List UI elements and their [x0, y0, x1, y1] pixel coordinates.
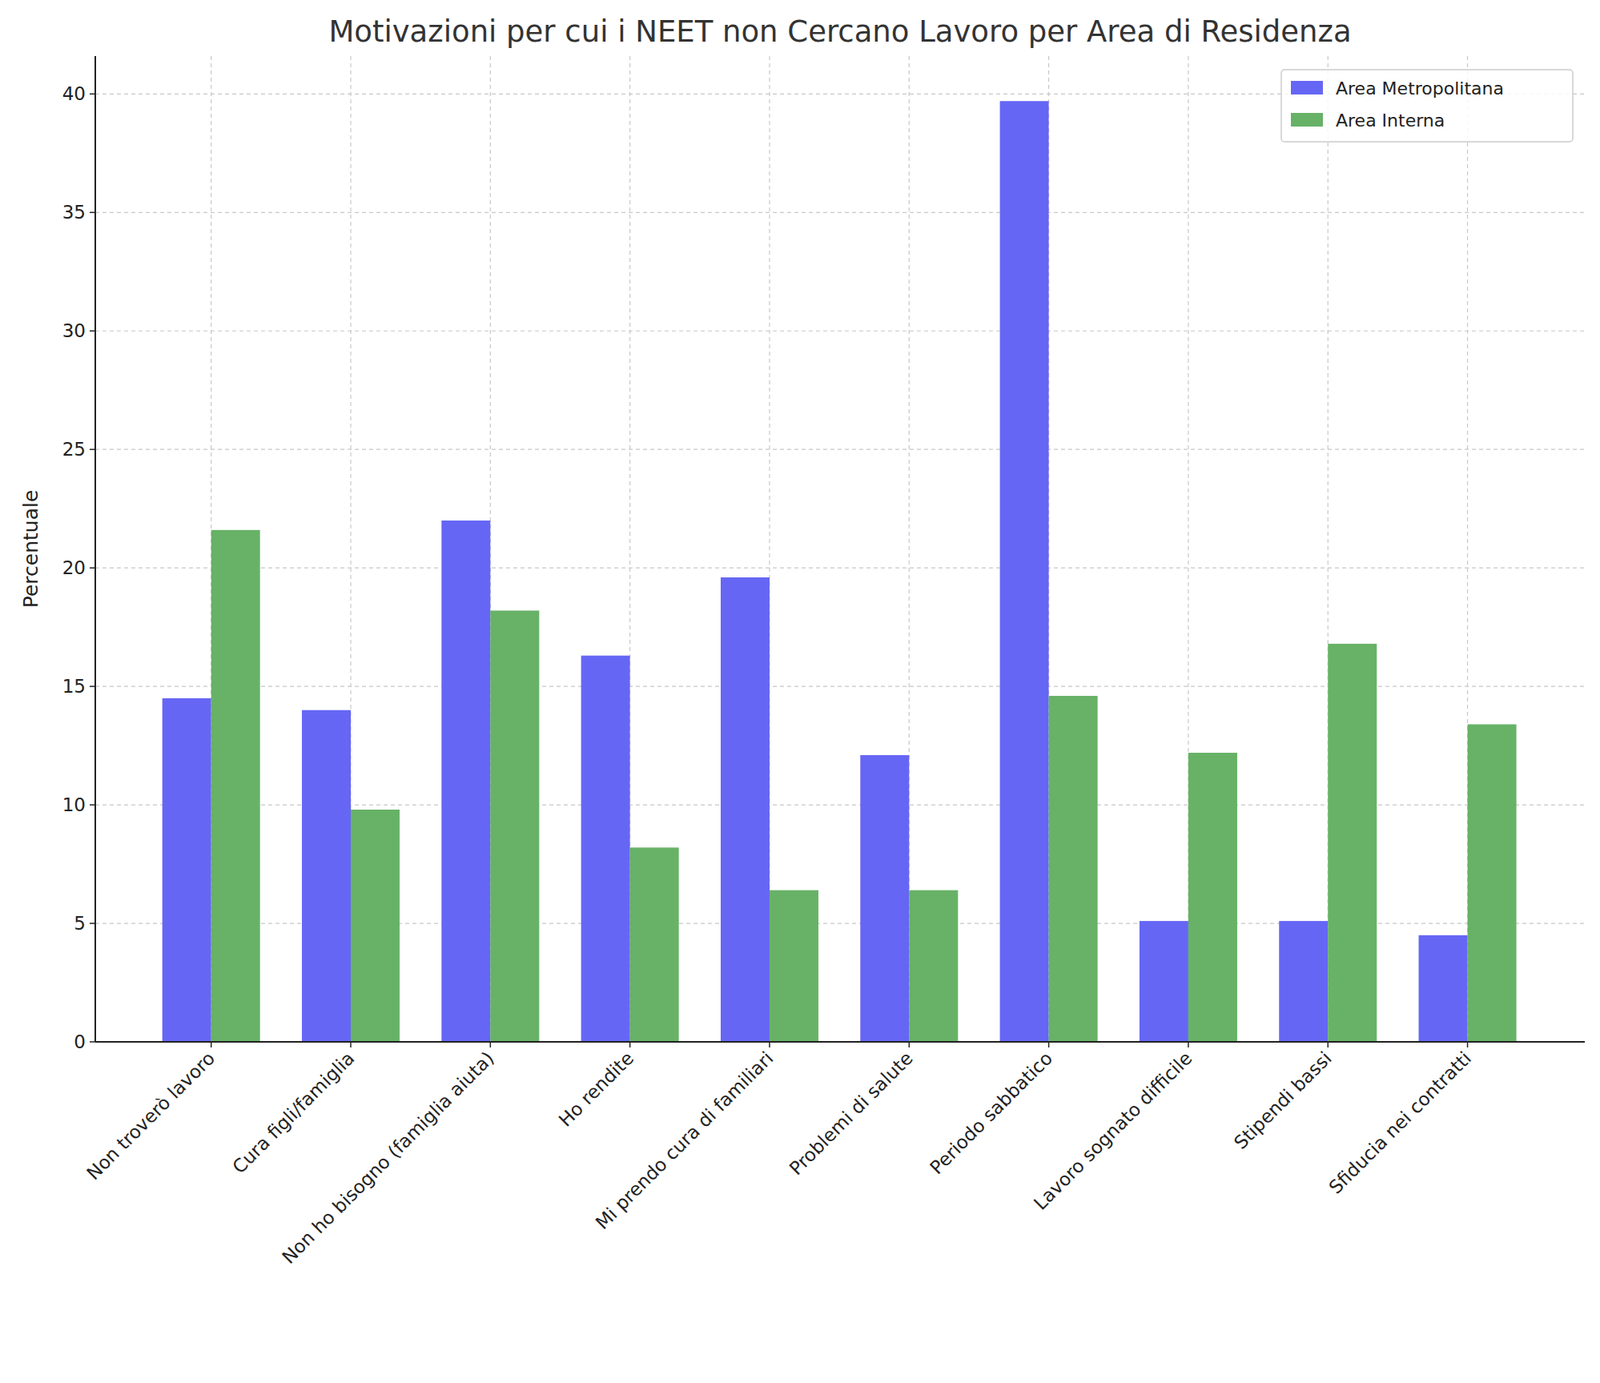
- y-tick-label: 25: [62, 438, 86, 460]
- bar: [1000, 100, 1050, 1042]
- y-tick: [89, 922, 96, 925]
- y-tick: [89, 804, 96, 806]
- y-tick-label: 20: [62, 557, 86, 579]
- grid-line: [95, 449, 1585, 451]
- bar: [441, 520, 491, 1042]
- y-tick-label: 15: [62, 675, 86, 697]
- y-tick: [89, 448, 96, 451]
- legend-label: Area Metropolitana: [1335, 78, 1504, 99]
- bar: [581, 655, 631, 1042]
- x-tick: [1048, 1041, 1050, 1048]
- y-tick-label: 5: [73, 912, 86, 934]
- x-axis: [95, 1041, 1585, 1043]
- x-tick: [349, 1041, 352, 1048]
- y-tick-label: 35: [62, 201, 86, 223]
- bar: [1139, 920, 1189, 1042]
- y-tick: [89, 93, 96, 96]
- bar: [630, 847, 680, 1042]
- bar: [1419, 935, 1468, 1042]
- x-tick-label: Cura figli/famiglia: [228, 1047, 358, 1178]
- bar: [1327, 643, 1377, 1042]
- y-tick-label: 40: [62, 83, 86, 105]
- y-tick: [89, 212, 96, 214]
- legend-swatch: [1290, 112, 1323, 127]
- y-tick: [89, 685, 96, 688]
- x-tick: [1467, 1041, 1469, 1048]
- bar: [350, 809, 400, 1042]
- bar: [860, 755, 909, 1042]
- x-tick-label: Lavoro sognato difficile: [1029, 1047, 1197, 1215]
- bar: [720, 577, 770, 1042]
- x-tick-label: Non ho bisogno (famiglia aiuta): [277, 1047, 499, 1268]
- bar: [301, 710, 351, 1042]
- bar: [490, 610, 539, 1042]
- x-tick: [1187, 1041, 1190, 1048]
- x-tick-label: Problemi di salute: [785, 1047, 917, 1179]
- bars: [162, 100, 1517, 1042]
- bar: [162, 698, 212, 1042]
- x-tick: [908, 1041, 911, 1048]
- x-tick-label: Ho rendite: [554, 1047, 639, 1131]
- bar: [1049, 695, 1098, 1042]
- y-tick-label: 30: [62, 320, 86, 342]
- y-tick-label: 10: [62, 794, 86, 816]
- x-tick: [768, 1041, 771, 1048]
- y-tick: [89, 566, 96, 569]
- x-tick: [1327, 1041, 1330, 1048]
- x-tick-label: Periodo sabbatico: [925, 1047, 1057, 1178]
- legend-label: Area Interna: [1335, 110, 1445, 131]
- y-tick-label: 0: [73, 1031, 86, 1053]
- bar: [908, 890, 958, 1042]
- x-tick: [490, 1041, 492, 1048]
- y-axis: [94, 56, 97, 1042]
- x-tick-label: Stipendi bassi: [1230, 1047, 1336, 1154]
- grid-line: [95, 212, 1585, 214]
- bar: [769, 890, 819, 1042]
- grid-line: [95, 1041, 1585, 1042]
- y-tick: [89, 330, 96, 333]
- bar: [1278, 920, 1328, 1042]
- x-tick-label: Mi prendo cura di familiari: [591, 1047, 778, 1234]
- x-tick-label: Sfiducia nei contratti: [1324, 1047, 1476, 1198]
- title: Motivazioni per cui i NEET non Cercano L…: [328, 14, 1351, 49]
- x-tick: [629, 1041, 632, 1048]
- grid-line: [95, 330, 1585, 332]
- bar: [211, 530, 261, 1042]
- grid-line: [95, 567, 1585, 569]
- legend: Area Metropolitana Area Interna: [1281, 69, 1573, 142]
- x-tick-label: Non troverò lavoro: [82, 1047, 219, 1184]
- bar: [1188, 752, 1238, 1042]
- chart: 0 5 10 15 20 25 30 35 40 Non troverò lavoroCura f…: [0, 0, 1600, 1383]
- bar: [1467, 723, 1517, 1042]
- legend-swatch: [1290, 80, 1323, 95]
- y-tick: [89, 1041, 96, 1043]
- y-axis-label: Percentuale: [19, 490, 43, 609]
- legend-box: [1281, 69, 1573, 142]
- x-tick: [210, 1041, 213, 1048]
